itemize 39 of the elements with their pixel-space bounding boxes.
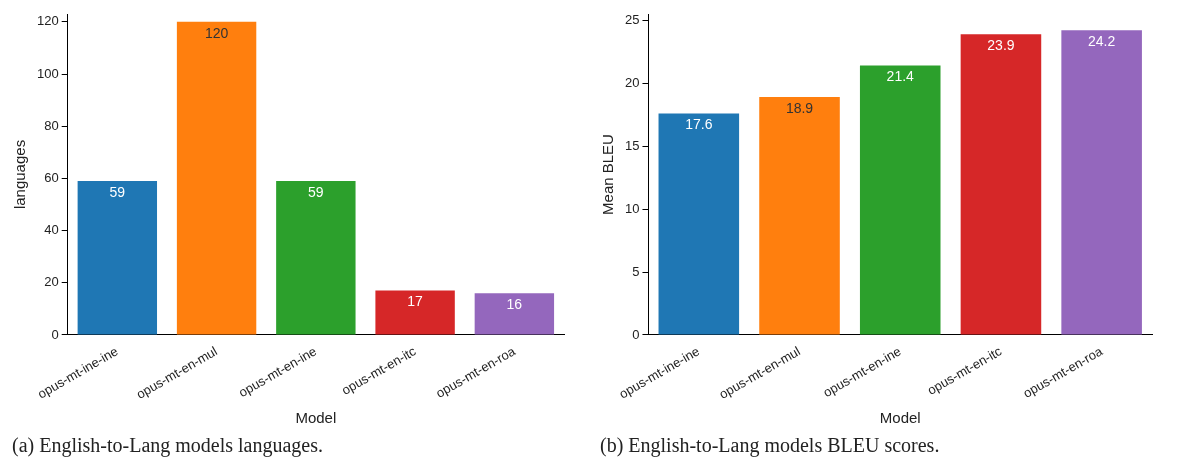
data-label: 23.9 xyxy=(987,37,1015,53)
data-label: 21.4 xyxy=(886,68,915,85)
y-tick-label: 0 xyxy=(632,326,640,342)
data-label: 18.9 xyxy=(785,99,814,116)
y-tick-label: 15 xyxy=(624,137,640,153)
y-tick-label: 60 xyxy=(44,169,59,185)
y-tick-label: 40 xyxy=(44,222,59,238)
data-label: 16 xyxy=(506,296,523,313)
data-label: 59 xyxy=(109,183,126,200)
y-tick-label: 25 xyxy=(624,11,640,27)
bar xyxy=(960,34,1042,335)
data-label: 59 xyxy=(308,183,324,200)
bar xyxy=(474,293,555,335)
data-label: 17.6 xyxy=(685,116,713,133)
y-tick-label: 120 xyxy=(36,13,59,29)
x-axis-title: Model xyxy=(295,409,337,427)
y-tick-label: 100 xyxy=(36,65,59,81)
text: (a) English-to-Lang models languages. xyxy=(11,434,325,457)
y-axis-title: Mean BLEU xyxy=(599,134,617,215)
y-axis-title: languages xyxy=(11,139,29,210)
y-tick-label: 80 xyxy=(44,117,59,133)
y-tick-label: 20 xyxy=(44,274,59,290)
bar xyxy=(759,97,840,335)
bar xyxy=(375,290,455,335)
y-tick-label: 5 xyxy=(632,263,640,279)
bar xyxy=(176,21,257,335)
y-tick-label: 20 xyxy=(624,74,640,90)
bar xyxy=(658,113,740,335)
y-tick-label: 0 xyxy=(51,326,59,342)
bar xyxy=(1061,30,1142,335)
data-label: 24.2 xyxy=(1088,33,1116,50)
bar xyxy=(859,65,941,335)
text: (b) English-to-Lang models BLEU scores. xyxy=(599,434,941,457)
y-tick-label: 10 xyxy=(624,200,640,216)
data-label: 17 xyxy=(407,293,424,310)
bar xyxy=(77,181,158,335)
x-axis-title: Model xyxy=(879,409,921,427)
bar xyxy=(276,181,356,335)
data-label: 120 xyxy=(204,24,229,41)
